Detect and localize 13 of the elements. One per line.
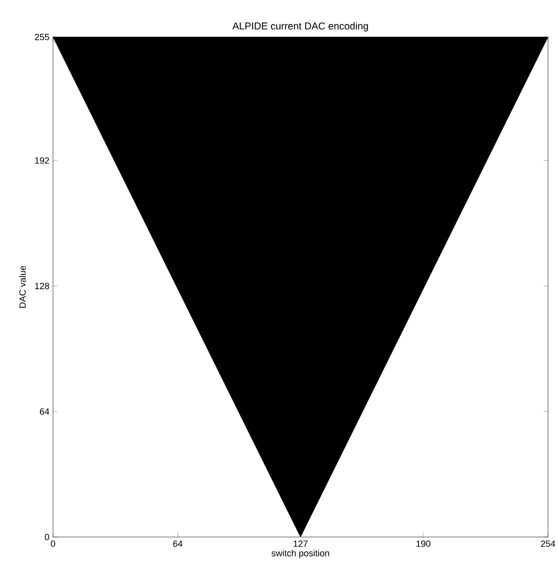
y-tick-label: 128 — [35, 282, 50, 290]
x-tick-label: 0 — [50, 540, 56, 547]
x-tick-label: 64 — [173, 540, 182, 547]
x-tick-label: 254 — [540, 540, 556, 547]
y-axis-title: DAC value — [19, 266, 26, 308]
y-tick-label: 192 — [35, 157, 50, 164]
chart-title: ALPIDE current DAC encoding — [232, 22, 368, 32]
x-tick-label: 190 — [416, 540, 430, 547]
y-tick-label: 0 — [44, 534, 50, 540]
y-tick-label: 64 — [40, 408, 50, 415]
x-tick-label: 127 — [294, 540, 308, 547]
x-axis-title: switch position — [272, 550, 330, 558]
y-tick-label: 255 — [34, 34, 50, 40]
